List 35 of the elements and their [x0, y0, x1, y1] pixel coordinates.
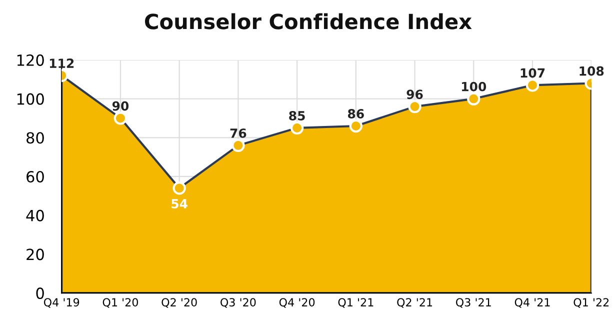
point — [172, 182, 186, 195]
point — [349, 119, 363, 133]
x-tick-label: Q3 '20 — [220, 298, 256, 308]
x-tick-label: Q4 '21 — [514, 298, 550, 308]
y-tick-label: 20 — [26, 248, 44, 260]
data-label: 76 — [230, 128, 246, 138]
data-label: 86 — [348, 109, 364, 118]
x-tick-label: Q1 '20 — [102, 298, 138, 308]
x-tick-label: Q3 '21 — [456, 298, 491, 308]
y-tick-label: 120 — [17, 54, 44, 66]
point — [232, 138, 245, 152]
data-label: 100 — [462, 82, 486, 92]
x-tick-label: Q2 '20 — [162, 298, 197, 308]
data-label: 90 — [112, 101, 129, 111]
x-tick-label: Q4 '20 — [279, 298, 315, 308]
x-tick-label: Q1 '22 — [574, 298, 609, 308]
data-label: 54 — [172, 199, 188, 208]
point — [290, 121, 304, 135]
y-tick-label: 80 — [26, 132, 44, 144]
point — [408, 100, 422, 114]
point — [526, 78, 540, 92]
data-label: 96 — [406, 90, 423, 100]
chart-title: Counselor Confidence Index — [144, 13, 472, 30]
y-tick-label: 100 — [17, 93, 44, 105]
data-label: 108 — [580, 66, 604, 76]
y-tick-label: 0 — [36, 288, 44, 300]
data-label: 107 — [520, 68, 545, 78]
y-tick-label: 60 — [26, 170, 44, 183]
point — [114, 112, 128, 125]
data-label: 85 — [289, 110, 305, 120]
x-tick-label: Q4 '19 — [44, 298, 80, 308]
x-tick-label: Q2 '21 — [397, 298, 432, 308]
x-tick-label: Q1 '21 — [338, 298, 374, 308]
point — [467, 92, 480, 106]
y-tick-label: 40 — [26, 210, 44, 222]
